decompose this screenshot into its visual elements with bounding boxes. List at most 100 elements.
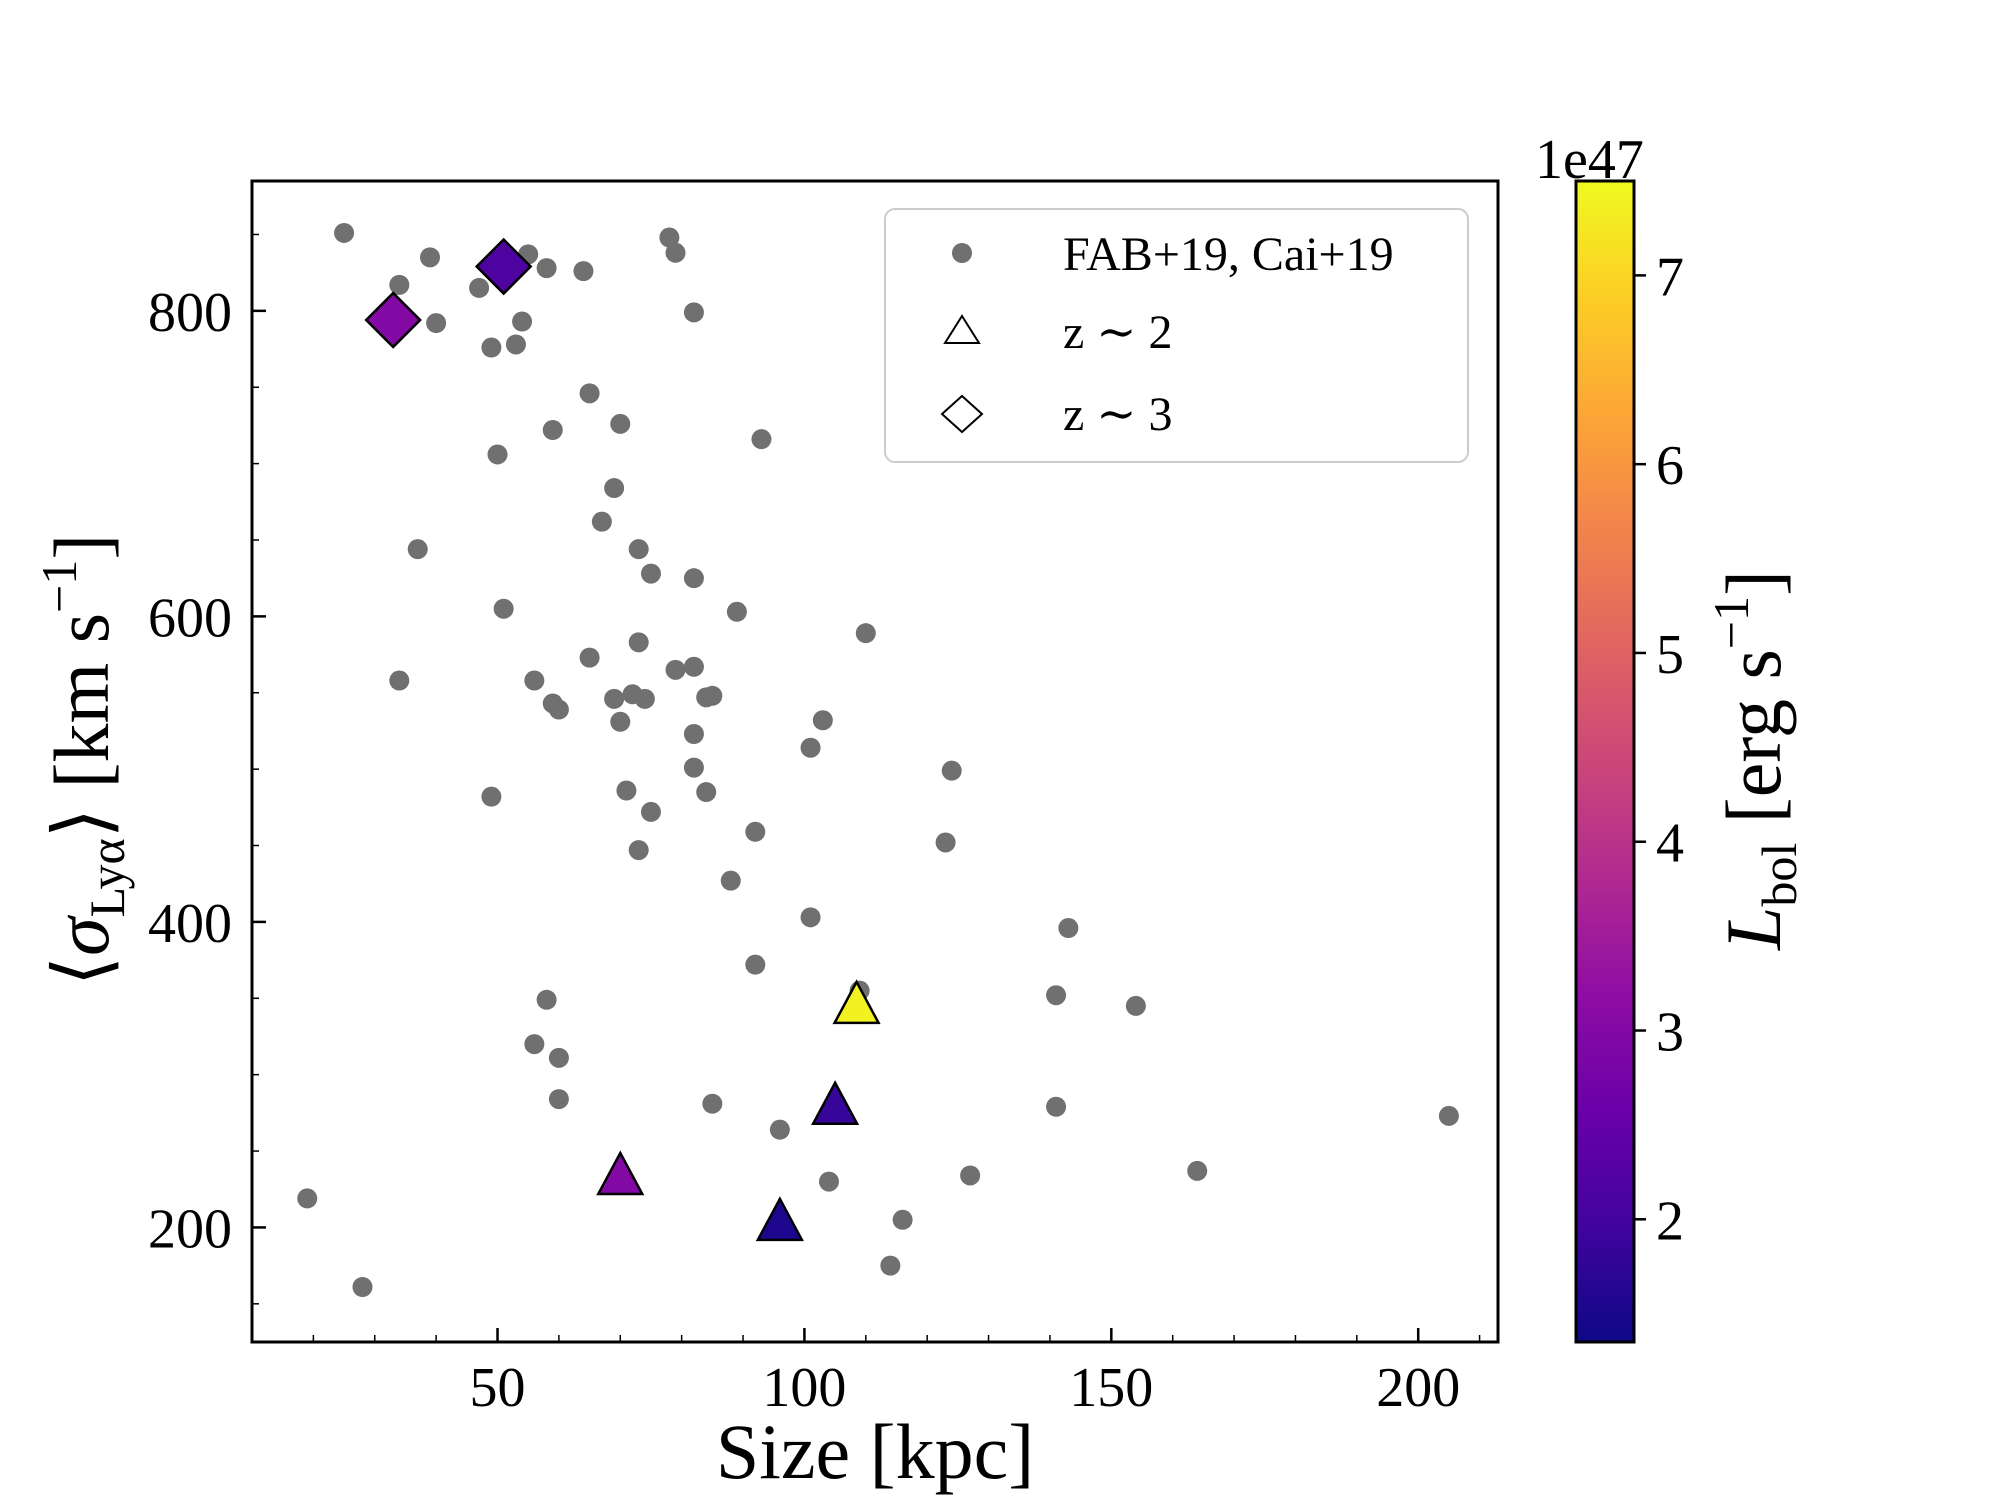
data-point-circle [702, 1093, 723, 1114]
data-point-circle [665, 242, 686, 263]
data-point-circle [683, 568, 704, 589]
data-point-diamond [364, 291, 422, 349]
legend-triangle-marker [943, 314, 981, 344]
data-point-circle [640, 563, 661, 584]
data-point-circle [720, 870, 741, 891]
data-point-circle [892, 1209, 913, 1230]
data-point-circle [683, 757, 704, 778]
data-point-circle [548, 1089, 569, 1110]
x-tick-label: 200 [1376, 1357, 1460, 1419]
legend-label-z3: z ∼ 3 [1063, 388, 1173, 441]
data-points [297, 222, 1459, 1298]
data-point-circle [1058, 918, 1079, 939]
x-tick-label: 50 [470, 1357, 526, 1419]
colorbar-label: Lbol [erg s−1] [1703, 570, 1807, 951]
data-point-circle [1046, 985, 1067, 1006]
legend-label-z2: z ∼ 2 [1063, 306, 1173, 359]
legend-box [884, 208, 1469, 463]
data-point-circle [389, 670, 410, 691]
data-point-circle [389, 274, 410, 295]
data-point-circle [493, 598, 514, 619]
data-point-circle [702, 685, 723, 706]
colorbar-ticks: 2 3 4 5 6 7 [1634, 246, 1684, 1252]
data-point-circle [1046, 1096, 1067, 1117]
data-point-circle [665, 659, 686, 680]
data-point-circle [683, 724, 704, 745]
data-point-triangle [811, 1080, 860, 1125]
y-tick-label: 200 [148, 1198, 232, 1260]
x-axis-label: Size [kpc] [716, 1408, 1034, 1495]
data-point-circle [334, 222, 355, 243]
data-point-circle [800, 907, 821, 928]
data-point-circle [604, 688, 625, 709]
data-point-circle [616, 780, 637, 801]
colorbar-tick-label: 7 [1656, 246, 1684, 308]
data-point-circle [407, 539, 428, 560]
data-point-circle [548, 1047, 569, 1068]
y-tick-label: 400 [148, 893, 232, 955]
data-point-circle [536, 989, 557, 1010]
data-point-circle [505, 334, 526, 355]
data-point-circle [604, 478, 625, 499]
data-point-circle [745, 821, 766, 842]
data-point-circle [1125, 995, 1146, 1016]
colorbar-tick-label: 4 [1656, 813, 1684, 875]
data-point-circle [1187, 1160, 1208, 1181]
data-point-triangle [755, 1196, 804, 1242]
data-point-circle [297, 1188, 318, 1209]
data-point-circle [628, 840, 649, 861]
data-point-circle [548, 699, 569, 720]
data-point-circle [426, 313, 447, 334]
colorbar-gradient [1574, 179, 1636, 1344]
data-point-circle [726, 601, 747, 622]
data-point-circle [512, 311, 533, 332]
y-tick-label: 800 [148, 282, 232, 344]
data-point-circle [745, 954, 766, 975]
data-point-circle [628, 539, 649, 560]
data-point-circle [487, 444, 508, 465]
data-point-circle [573, 261, 594, 282]
data-point-circle [591, 511, 612, 532]
data-point-circle [536, 258, 557, 279]
colorbar-tick-label: 6 [1656, 435, 1684, 497]
data-point-circle [524, 670, 545, 691]
colorbar-tick-label: 2 [1656, 1190, 1684, 1252]
data-point-circle [622, 684, 643, 705]
data-point-circle [610, 711, 631, 732]
colorbar-tick-label: 3 [1656, 1002, 1684, 1064]
data-point-circle [628, 632, 649, 653]
legend-diamond-marker [940, 394, 984, 434]
x-tick-label: 150 [1069, 1357, 1153, 1419]
data-point-circle [880, 1255, 901, 1276]
data-point-circle [800, 737, 821, 758]
data-point-circle [935, 832, 956, 853]
data-point-circle [683, 302, 704, 323]
colorbar-tick-label: 5 [1656, 624, 1684, 686]
data-point-circle [696, 782, 717, 803]
data-point-circle [469, 277, 490, 298]
colorbar-offset-label: 1e47 [1535, 129, 1644, 191]
legend-label-fab-cai: FAB+19, Cai+19 [1063, 228, 1394, 281]
data-point-circle [769, 1119, 790, 1140]
data-point-circle [818, 1171, 839, 1192]
data-point-circle [610, 413, 631, 434]
data-point-circle [812, 710, 833, 731]
data-point-triangle [832, 979, 881, 1025]
colorbar: 2 3 4 5 6 7 1e47 Lbol [erg s−1] [1535, 129, 1807, 1344]
axis-ticks: 50 100 150 200 200 400 600 800 [148, 233, 1481, 1419]
y-tick-label: 600 [148, 587, 232, 649]
data-point-circle [640, 801, 661, 822]
data-point-circle [481, 786, 502, 807]
y-axis-label: ⟨σLyα⟩ [km s−1] [31, 534, 135, 987]
data-point-circle [659, 227, 680, 248]
data-point-diamond [474, 237, 533, 296]
data-point-circle [579, 383, 600, 404]
legend-circle-marker [952, 243, 972, 263]
x-tick-label: 100 [762, 1357, 846, 1419]
data-point-circle [751, 429, 772, 450]
data-point-circle [1438, 1105, 1459, 1126]
data-point-circle [542, 420, 563, 441]
data-point-circle [683, 656, 704, 677]
data-point-circle [352, 1277, 373, 1298]
